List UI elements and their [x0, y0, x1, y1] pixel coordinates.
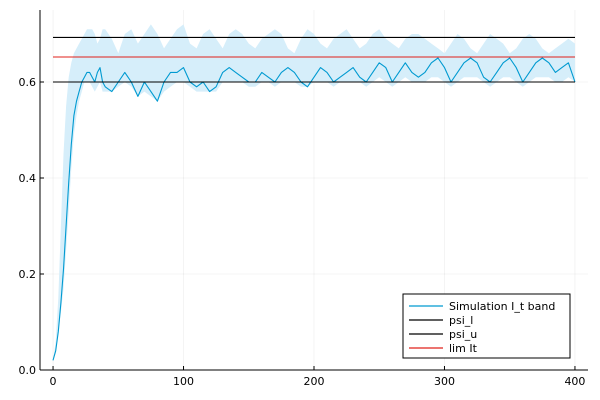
y-tick-label: 0.4	[19, 172, 37, 185]
band-area	[53, 24, 575, 361]
x-tick-label: 100	[173, 375, 194, 388]
legend-label: lim It	[449, 342, 478, 355]
x-tick-label: 0	[50, 375, 57, 388]
x-tick-label: 400	[564, 375, 585, 388]
simulation-band	[53, 24, 575, 361]
y-axis-ticks: 0.0 0.2 0.4 0.6	[19, 76, 44, 377]
y-tick-label: 0.2	[19, 268, 37, 281]
y-tick-label: 0.6	[19, 76, 37, 89]
x-axis-ticks: 0 100 200 300 400	[50, 366, 585, 388]
legend-label: psi_u	[449, 328, 477, 341]
y-tick-label: 0.0	[19, 364, 37, 377]
series-lines	[52, 36, 576, 361]
legend-label: psi_l	[449, 314, 473, 327]
legend-box	[402, 293, 571, 359]
x-tick-label: 300	[434, 375, 455, 388]
legend-label: Simulation I_t band	[449, 300, 555, 313]
x-tick-label: 200	[304, 375, 325, 388]
